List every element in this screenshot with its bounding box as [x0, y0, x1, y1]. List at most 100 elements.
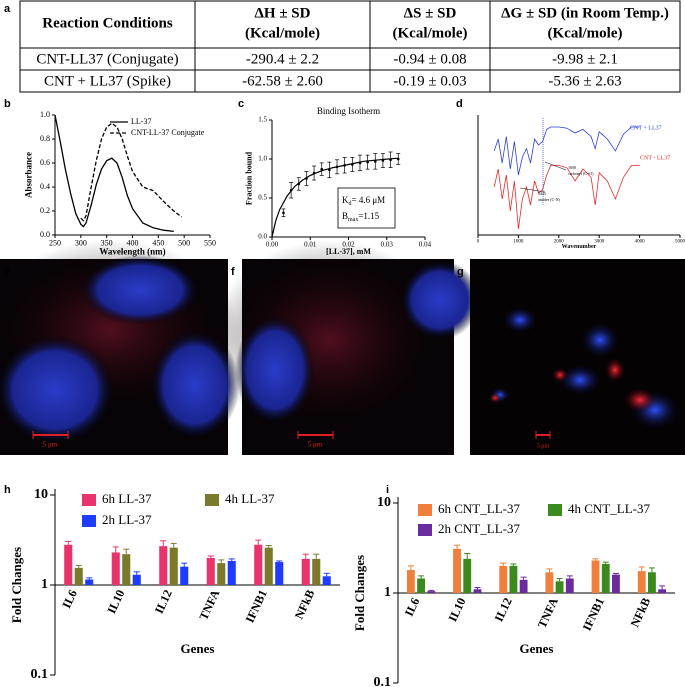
annotation-part: B: [342, 211, 348, 221]
y-tick-label: 0.6: [40, 158, 50, 167]
y-tick-label: 10: [377, 495, 391, 510]
x-tick-label: TNFA: [196, 587, 222, 622]
table-header: ΔG ± SD (in Room Temp.): [501, 5, 669, 21]
bar: [509, 565, 518, 593]
bar: [312, 558, 321, 585]
x-tick-label: 0.00: [266, 241, 279, 249]
x-tick-label: IL6: [402, 596, 423, 619]
table-header: Reaction Conditions: [42, 15, 173, 31]
panel-label: b: [4, 98, 11, 110]
y-tick-label: 0.1: [31, 667, 49, 682]
data-point: [358, 161, 362, 165]
bar: [612, 574, 620, 593]
fit-line: [271, 157, 399, 238]
x-tick-label: IL10: [104, 588, 127, 616]
y-axis-label: Absorbance: [23, 152, 33, 198]
table-header: (Kcal/mole): [393, 25, 468, 41]
bar: [647, 572, 656, 593]
bar: [463, 558, 472, 593]
y-tick-label: 10: [34, 487, 48, 502]
bar: [417, 578, 426, 593]
x-tick-label: 400: [127, 238, 139, 247]
x-tick-label: 350: [101, 238, 113, 247]
x-tick-label: 3000: [594, 240, 605, 245]
annotation: Kd= 4.6 μM: [342, 195, 385, 207]
annotation-part: K: [342, 195, 349, 205]
x-tick-label: NFkB: [292, 588, 318, 622]
bar: [519, 579, 528, 593]
x-tick-label: 5000: [675, 240, 685, 245]
bar: [555, 581, 564, 593]
bar: [275, 562, 284, 585]
annotation-arrow: [544, 161, 567, 171]
legend-label: 4h CNT_LL-37: [568, 501, 650, 516]
legend-swatch: [548, 504, 562, 516]
data-point: [381, 159, 385, 162]
x-axis-label: Wavelength (nm): [99, 246, 165, 256]
data-point: [297, 182, 301, 186]
annotation-box: [337, 187, 396, 229]
bar: [427, 591, 436, 593]
panel-label: g: [457, 266, 464, 278]
x-tick-label: IL10: [445, 596, 468, 624]
bar: [264, 547, 273, 585]
table-frame: [19, 0, 681, 93]
annotation: Bmax=1.15: [342, 211, 380, 223]
x-tick-label: 4000: [635, 240, 646, 245]
bar: [74, 567, 83, 585]
legend-swatch: [418, 504, 432, 516]
y-tick-label: 0.0: [258, 233, 267, 241]
y-tick-label: 0.5: [258, 194, 267, 202]
bar: [122, 554, 131, 585]
table-cell: -9.98 ± 2.1: [552, 51, 618, 67]
x-tick-label: NFkB: [628, 596, 654, 630]
table-header: (Kcal/mole): [245, 25, 320, 41]
annotation-part: =1.15: [358, 211, 379, 221]
data-point: [335, 165, 339, 169]
y-tick-label: 0.0: [40, 230, 50, 239]
data-point: [328, 168, 331, 172]
y-tick-label: 1.0: [40, 110, 50, 119]
annotation-subscript: d: [349, 201, 352, 207]
y-axis-label: Fold Changes: [352, 555, 367, 631]
table-cell: -5.36 ± 2.63: [548, 73, 621, 89]
bar: [132, 574, 141, 585]
annotation: amides (C-N): [538, 197, 561, 202]
y-tick-label: 0.2: [40, 206, 50, 215]
panel-label: d: [456, 98, 463, 110]
x-tick-label: IL6: [59, 588, 80, 611]
x-tick-label: 1000: [513, 240, 524, 245]
bar: [658, 589, 667, 593]
legend-swatch: [82, 494, 96, 506]
scale-bar-label: 5 μm: [308, 441, 323, 449]
series-line: [493, 126, 640, 176]
y-tick-label: 1.5: [258, 116, 267, 124]
table-cell: -0.19 ± 0.03: [393, 73, 466, 89]
legend-swatch: [205, 494, 219, 506]
y-tick-label: 1.0: [258, 155, 267, 163]
table-cell: -0.94 ± 0.08: [393, 51, 466, 67]
table-cell: CNT-LL37 (Conjugate): [36, 51, 178, 67]
table-header: (Kcal/mole): [548, 25, 623, 41]
micrograph-f: [210, 240, 480, 455]
bar: [601, 564, 610, 593]
data-point: [343, 163, 346, 167]
table-cell: CNT + LL37 (Spike): [44, 73, 171, 89]
annotation: 1600: [568, 165, 576, 170]
bar: [217, 563, 226, 585]
annotation-part: = 4.6 μM: [352, 195, 386, 205]
data-point: [312, 171, 316, 175]
table-header: ΔS ± SD: [404, 5, 457, 21]
y-tick-label: 0.4: [40, 182, 50, 191]
scale-bar-label: 5 μm: [43, 441, 58, 449]
bar: [301, 558, 310, 585]
panel-label: h: [4, 484, 11, 496]
y-tick-label: 1: [41, 577, 48, 592]
legend-label: 6h LL-37: [102, 491, 152, 506]
micrograph-g: [470, 259, 685, 455]
x-tick-label: 500: [178, 238, 190, 247]
bar: [591, 560, 600, 593]
x-tick-label: 550: [204, 238, 216, 247]
